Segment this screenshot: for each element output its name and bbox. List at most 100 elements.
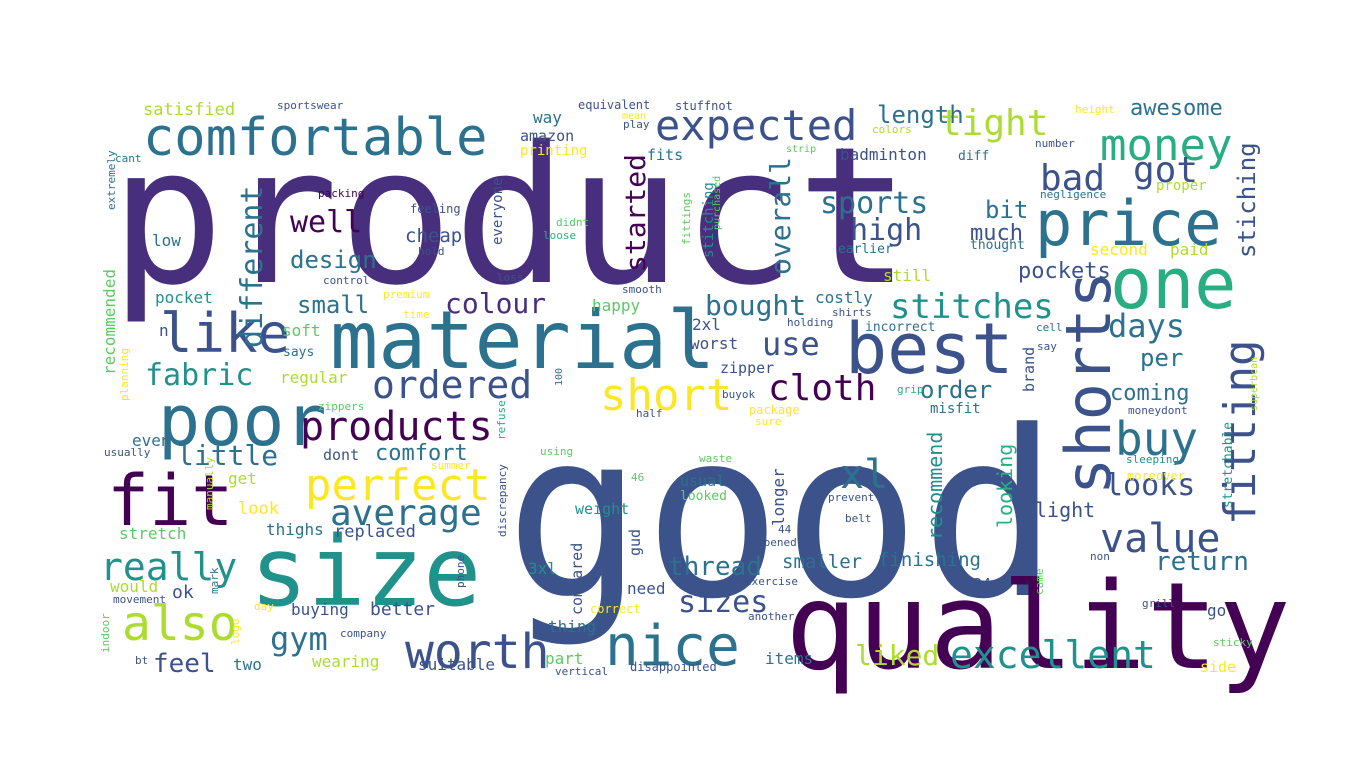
cloud-word-comfortable: comfortable: [143, 108, 487, 168]
cloud-word-46: 46: [631, 471, 644, 484]
cloud-word-usual: usual: [680, 472, 725, 490]
cloud-word-one: one: [1110, 243, 1236, 325]
cloud-word-badminton: badminton: [840, 145, 927, 164]
cloud-word-finishing: finishing: [878, 549, 981, 571]
cloud-word-bt: bt: [135, 654, 148, 667]
cloud-word-sizes: sizes: [678, 585, 768, 620]
cloud-word-sticky: sticky: [1213, 636, 1253, 649]
cloud-word-number: number: [1035, 137, 1075, 150]
cloud-word-ok: ok: [172, 582, 194, 603]
cloud-word-100: 100: [554, 368, 565, 386]
cloud-word-half: half: [636, 407, 663, 420]
cloud-word-worth: worth: [405, 624, 550, 680]
cloud-word-ordered: ordered: [372, 363, 532, 407]
cloud-word-looks: looks: [1105, 468, 1195, 503]
cloud-word-moreover: moreover: [1127, 469, 1185, 483]
cloud-word-correct: correct: [590, 602, 641, 616]
cloud-word-movement: movement: [113, 593, 166, 606]
cloud-word-stitches: stitches: [890, 287, 1054, 327]
cloud-word-earlier: earlier: [838, 242, 893, 257]
cloud-word-sports: sports: [820, 186, 928, 221]
cloud-word-design: design: [290, 246, 377, 274]
cloud-word-better: better: [370, 599, 435, 620]
cloud-word-manually: manually: [203, 457, 216, 510]
cloud-word-product: product: [110, 106, 911, 327]
cloud-word-incorrect: incorrect: [865, 320, 935, 335]
cloud-word-little: little: [177, 439, 278, 472]
cloud-word-colors: colors: [872, 123, 912, 136]
cloud-word-perfect: perfect: [305, 460, 490, 511]
cloud-word-well: well: [290, 205, 362, 240]
cloud-word-regular: regular: [280, 368, 348, 387]
cloud-word-price: price: [1035, 187, 1222, 260]
cloud-word-feel: feel: [153, 649, 216, 679]
cloud-word-amazon: amazon: [520, 127, 574, 145]
cloud-word-stretchable: stretchable: [1221, 422, 1236, 508]
cloud-word-3xl: 3xl: [528, 559, 557, 578]
cloud-word-best: best: [845, 308, 1014, 390]
cloud-word-2xl: 2xl: [692, 315, 721, 334]
cloud-word-sure: sure: [755, 415, 782, 428]
cloud-word-came: came: [1033, 569, 1046, 596]
cloud-word-recommended: recommended: [100, 269, 119, 375]
cloud-word-worst: worst: [690, 334, 738, 353]
cloud-word-superbcan: superbcan: [1249, 357, 1260, 411]
cloud-word-excellent: excellent: [950, 633, 1156, 677]
cloud-word-say: say: [1037, 340, 1057, 353]
cloud-word-fabric: fabric: [145, 358, 253, 393]
cloud-word-sportswear: sportswear: [277, 99, 344, 112]
cloud-word-two: two: [233, 655, 262, 674]
cloud-word-second: second: [1090, 240, 1148, 259]
cloud-word-buying: buying: [291, 600, 349, 619]
cloud-word-bought: bought: [705, 289, 806, 322]
cloud-word-length: length: [877, 101, 964, 129]
cloud-word-good: good: [505, 383, 1059, 650]
cloud-word-discrepancy: discrepancy: [496, 464, 509, 537]
cloud-word-negligence: negligence: [1040, 188, 1106, 201]
cloud-word-smaller: smaller: [782, 551, 862, 573]
cloud-word-cloth: cloth: [768, 368, 876, 409]
cloud-word-gym: gym: [270, 620, 328, 658]
cloud-word-satisfied: satisfied: [143, 100, 235, 120]
cloud-word-colour: colour: [445, 287, 546, 320]
cloud-word-nice: nice: [605, 614, 740, 679]
cloud-word-quality: quality: [785, 558, 1291, 697]
cloud-word-look: look: [238, 499, 279, 519]
cloud-word-order: order: [920, 376, 992, 404]
cloud-word-cant: cant: [115, 152, 142, 165]
cloud-word-usually: usually: [104, 446, 151, 459]
cloud-word-shorts: shorts: [1052, 271, 1125, 495]
cloud-word-n: n: [159, 321, 169, 340]
cloud-word-package: package: [749, 403, 800, 417]
cloud-word-need: need: [627, 579, 666, 598]
cloud-word-replaced: replaced: [334, 522, 416, 542]
cloud-word-refuse: refuse: [495, 400, 508, 440]
cloud-word-everyone: everyone: [490, 178, 506, 245]
cloud-word-thread: thread: [668, 552, 762, 582]
cloud-word-thighs: thighs: [266, 520, 324, 539]
cloud-word-buyok: buyok: [722, 388, 755, 401]
cloud-word-planning: planning: [118, 348, 131, 401]
cloud-word-like: like: [160, 302, 290, 365]
cloud-word-fitting: fitting: [1215, 340, 1266, 525]
cloud-word-pocket: pocket: [155, 288, 213, 307]
cloud-word-grill: grill: [1142, 597, 1175, 610]
cloud-word-costly: costly: [815, 288, 873, 307]
cloud-word-stuffnot: stuffnot: [675, 99, 733, 113]
cloud-word-also: also: [122, 596, 238, 652]
cloud-word-diff: diff: [958, 149, 989, 164]
cloud-word-really: really: [100, 545, 237, 589]
cloud-word-high: high: [850, 213, 922, 248]
cloud-word-loss: loss: [497, 271, 524, 284]
cloud-word-misfit: misfit: [930, 401, 981, 417]
cloud-word-weight: weight: [575, 500, 629, 518]
cloud-word-liked: liked: [855, 639, 939, 672]
cloud-word-days: days: [1108, 307, 1185, 345]
cloud-word-another: another: [748, 610, 795, 623]
cloud-word-zippers: zippers: [318, 400, 364, 413]
cloud-word-company: company: [340, 627, 387, 640]
cloud-word-return: return: [1155, 547, 1249, 577]
cloud-word-using: using: [540, 445, 573, 458]
cloud-word-fits: fits: [647, 146, 683, 164]
